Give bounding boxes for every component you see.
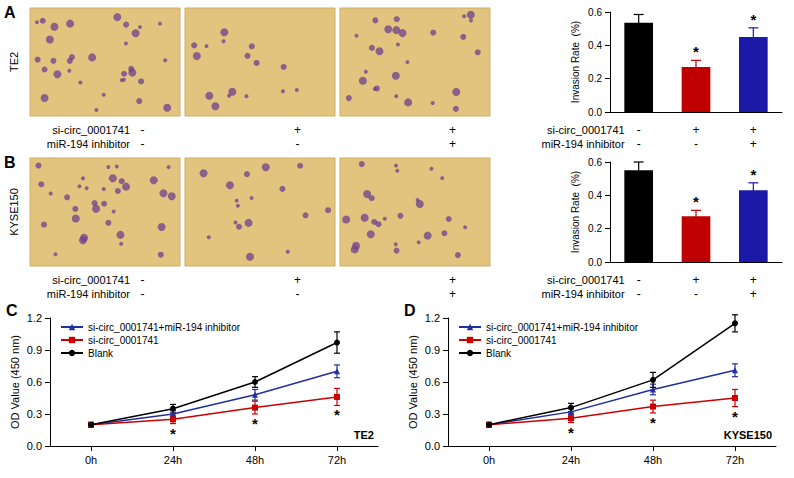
svg-text:si-circ_0001741: si-circ_0001741 [486,335,557,346]
svg-text:D: D [404,302,416,319]
svg-text:+: + [750,287,757,301]
svg-text:1.2: 1.2 [425,312,440,324]
svg-text:0.2: 0.2 [588,73,602,84]
svg-text:*: * [750,166,756,183]
svg-text:si-circ_0001741+miR-194 inhibi: si-circ_0001741+miR-194 inhibitor [88,322,241,333]
svg-text:24h: 24h [562,454,580,466]
svg-text:si-circ_0001741: si-circ_0001741 [547,124,625,136]
svg-text:72h: 72h [726,454,744,466]
svg-text:A: A [4,4,16,21]
svg-text:Invasion Rate (%): Invasion Rate (%) [570,21,581,103]
svg-text:48h: 48h [246,454,264,466]
svg-text:0h: 0h [85,454,97,466]
svg-text:48h: 48h [644,454,662,466]
svg-text:miR-194 inhibitor: miR-194 inhibitor [542,138,625,150]
svg-text:-: - [637,123,641,137]
svg-text:0.4: 0.4 [588,190,602,201]
svg-text:C: C [6,302,18,319]
svg-text:-: - [694,287,698,301]
svg-text:24h: 24h [164,454,182,466]
svg-text:+: + [449,123,456,137]
svg-text:si-circ_0001741: si-circ_0001741 [547,274,625,286]
svg-text:*: * [252,415,258,432]
svg-text:0.6: 0.6 [588,7,602,18]
svg-text:+: + [449,273,456,287]
svg-text:+: + [692,123,699,137]
svg-text:+: + [294,273,301,287]
svg-text:0.0: 0.0 [27,440,42,452]
svg-text:-: - [637,273,641,287]
svg-text:0.0: 0.0 [588,107,602,118]
svg-text:1.2: 1.2 [27,312,42,324]
svg-text:Invasion Rate (%): Invasion Rate (%) [570,171,581,253]
svg-text:0.0: 0.0 [425,440,440,452]
svg-text:0.9: 0.9 [27,344,42,356]
svg-text:*: * [650,414,656,431]
svg-text:-: - [141,137,145,151]
svg-text:*: * [693,193,699,210]
svg-text:*: * [693,43,699,60]
svg-text:0.3: 0.3 [425,408,440,420]
svg-text:TE2: TE2 [354,429,374,441]
svg-text:*: * [750,11,756,28]
svg-text:OD Value (450 nm): OD Value (450 nm) [9,335,21,429]
svg-text:0.0: 0.0 [588,257,602,268]
svg-text:+: + [449,287,456,301]
svg-text:*: * [568,424,574,441]
svg-text:-: - [296,287,300,301]
svg-text:-: - [637,287,641,301]
svg-text:Blank: Blank [88,348,114,359]
svg-text:0h: 0h [483,454,495,466]
svg-text:miR-194 inhibitor: miR-194 inhibitor [47,288,130,300]
svg-text:-: - [141,123,145,137]
svg-text:KYSE150: KYSE150 [724,429,772,441]
svg-text:si-circ_0001741: si-circ_0001741 [52,274,130,286]
svg-text:+: + [750,137,757,151]
svg-text:TE2: TE2 [8,52,20,72]
svg-text:KYSE150: KYSE150 [8,188,20,236]
svg-text:*: * [170,425,176,442]
svg-text:-: - [637,137,641,151]
svg-text:*: * [334,406,340,423]
svg-text:OD Value (450 nm): OD Value (450 nm) [407,335,419,429]
svg-text:+: + [750,273,757,287]
svg-text:miR-194 inhibitor: miR-194 inhibitor [542,288,625,300]
svg-text:Blank: Blank [486,348,512,359]
svg-text:0.2: 0.2 [588,223,602,234]
svg-text:-: - [694,137,698,151]
svg-text:-: - [296,137,300,151]
svg-text:+: + [750,123,757,137]
svg-text:*: * [732,408,738,425]
svg-text:si-circ_0001741: si-circ_0001741 [88,335,159,346]
svg-text:+: + [294,123,301,137]
svg-text:miR-194 inhibitor: miR-194 inhibitor [47,138,130,150]
svg-text:si-circ_0001741: si-circ_0001741 [52,124,130,136]
svg-text:0.9: 0.9 [425,344,440,356]
svg-text:0.6: 0.6 [425,376,440,388]
svg-text:0.6: 0.6 [27,376,42,388]
svg-text:-: - [141,273,145,287]
svg-text:B: B [4,154,16,171]
svg-text:-: - [141,287,145,301]
svg-text:+: + [692,273,699,287]
svg-text:0.4: 0.4 [588,40,602,51]
svg-text:+: + [449,137,456,151]
svg-text:0.3: 0.3 [27,408,42,420]
svg-text:si-circ_0001741+miR-194 inhibi: si-circ_0001741+miR-194 inhibitor [486,322,639,333]
svg-text:0.6: 0.6 [588,157,602,168]
svg-text:72h: 72h [328,454,346,466]
